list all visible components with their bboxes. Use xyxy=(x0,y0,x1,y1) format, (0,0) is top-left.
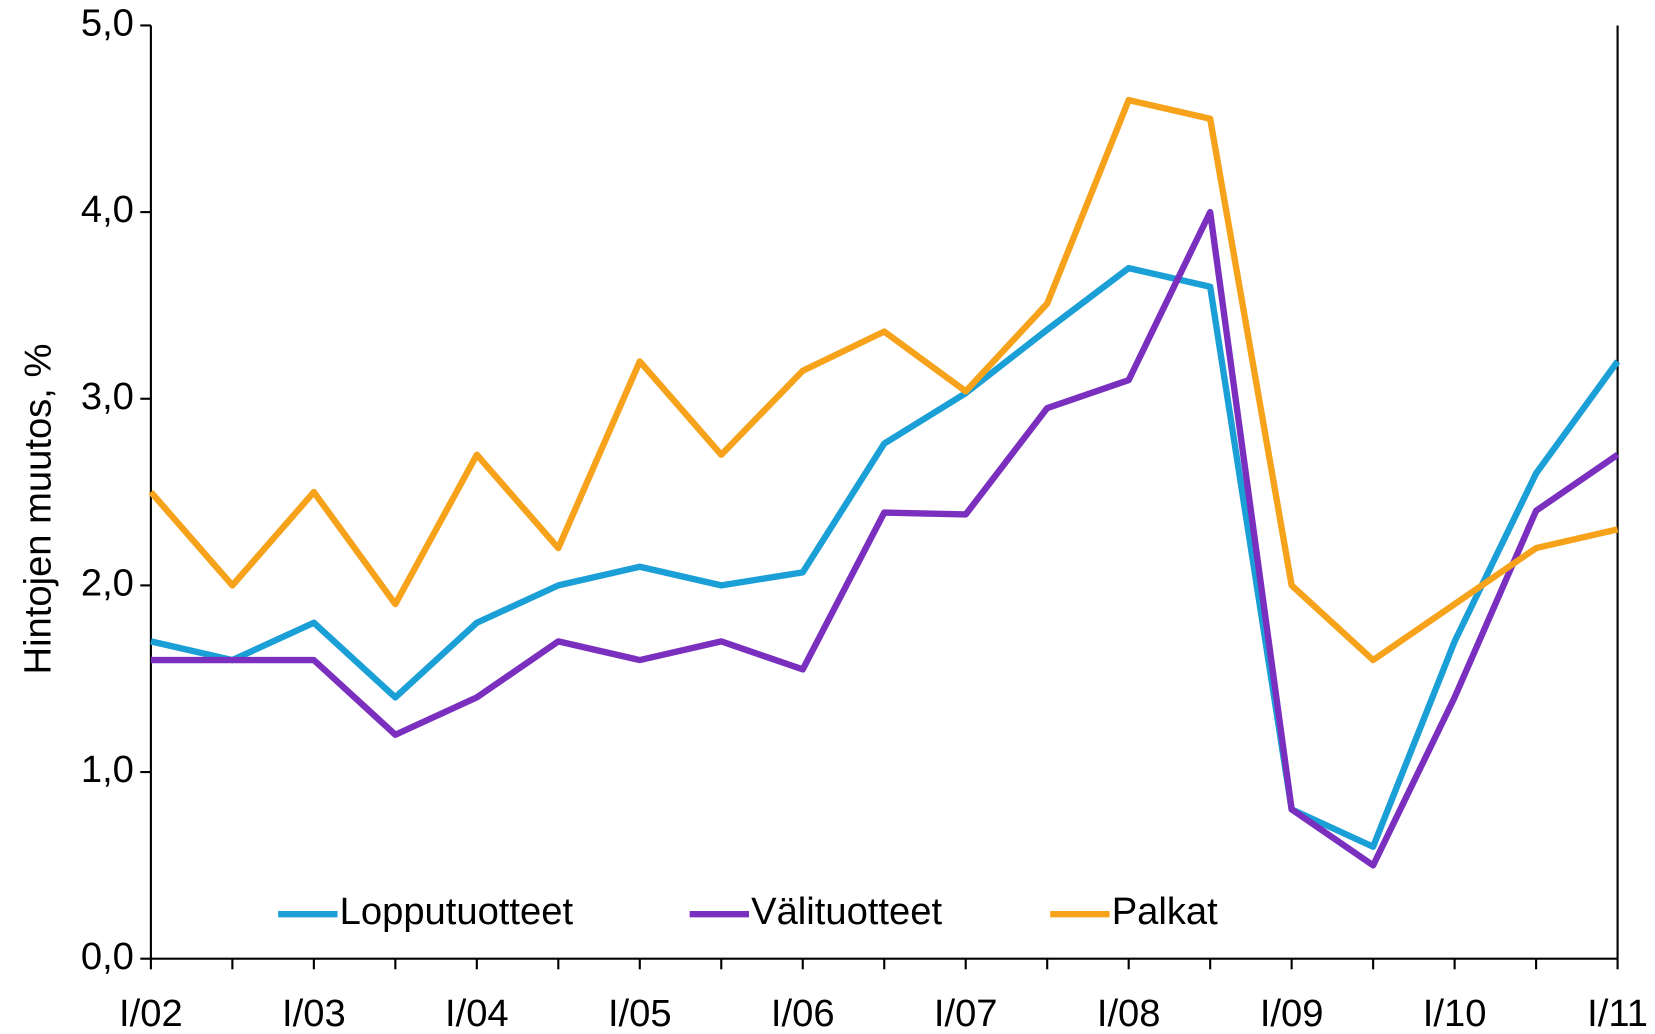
legend-label: Välituotteet xyxy=(751,890,942,933)
y-tick-label: 4,0 xyxy=(81,188,134,231)
x-tick-label: I/11 xyxy=(1587,992,1648,1034)
y-tick-label: 3,0 xyxy=(81,375,134,418)
x-tick-label: I/03 xyxy=(282,992,346,1034)
y-tick-label: 5,0 xyxy=(81,2,134,45)
x-tick-label: I/06 xyxy=(771,992,835,1034)
x-tick-label: I/04 xyxy=(445,992,509,1034)
series-line xyxy=(148,96,1619,664)
y-tick-label: 2,0 xyxy=(81,561,134,604)
x-tick-label: I/02 xyxy=(119,992,183,1034)
x-tick-label: I/10 xyxy=(1423,992,1487,1034)
legend-label: Palkat xyxy=(1112,890,1218,933)
x-tick-label: I/05 xyxy=(608,992,672,1034)
series-line xyxy=(150,208,1620,869)
x-tick-label: I/07 xyxy=(934,992,998,1034)
y-axis-title: Hintojen muutos, % xyxy=(17,344,60,675)
series-line xyxy=(150,264,1621,850)
x-tick-label: I/08 xyxy=(1097,992,1161,1034)
y-tick-label: 1,0 xyxy=(81,748,134,791)
y-tick-label: 0,0 xyxy=(81,935,134,978)
legend-label: Lopputuotteet xyxy=(340,890,574,933)
x-tick-label: I/09 xyxy=(1260,992,1324,1034)
